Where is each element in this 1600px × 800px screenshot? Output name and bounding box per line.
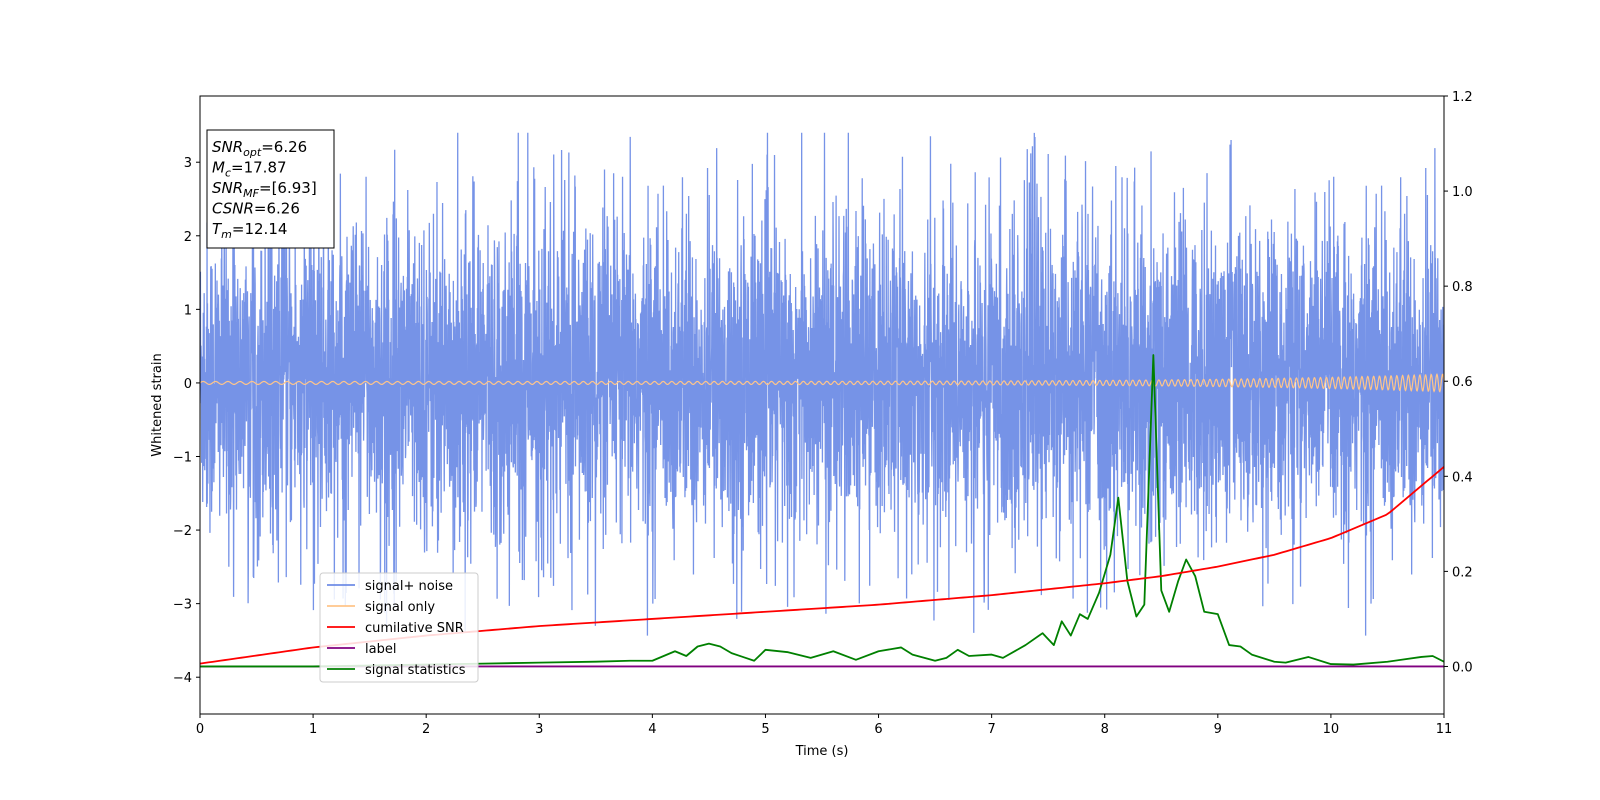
info-subscript: m bbox=[221, 228, 232, 241]
series-signal-plus-noise-line bbox=[200, 132, 1444, 636]
x-tick-label: 9 bbox=[1214, 722, 1222, 737]
legend-label: label bbox=[365, 642, 396, 657]
info-symbol: CSNR bbox=[212, 200, 254, 218]
x-tick-label: 4 bbox=[648, 722, 656, 737]
y-right-tick-label: 1.0 bbox=[1452, 185, 1473, 200]
info-value: =12.14 bbox=[232, 220, 288, 238]
info-symbol: M bbox=[212, 159, 225, 177]
y-axis-label: Whitened strain bbox=[150, 353, 165, 456]
y-left-tick-label: 0 bbox=[184, 377, 192, 392]
info-box-frame bbox=[206, 129, 335, 249]
y-left-tick-label: −2 bbox=[173, 524, 192, 539]
y-axis-right-ticks: 1.2 1.0 0.8 0.6 0.4 0.2 0.0 bbox=[1444, 90, 1473, 675]
y-left-tick-label: −3 bbox=[173, 598, 192, 613]
y-left-tick-label: −1 bbox=[173, 451, 192, 466]
info-box-line: Mc=17.87 bbox=[212, 159, 287, 180]
x-tick-label: 1 bbox=[309, 722, 317, 737]
legend-label: signal statistics bbox=[365, 663, 466, 678]
plot-frame bbox=[199, 95, 1445, 715]
series-signal-statistics-line bbox=[200, 354, 1444, 668]
legend-label: signal+ noise bbox=[365, 579, 453, 594]
info-box-line: SNRopt=6.26 bbox=[212, 138, 307, 159]
legend: signal+ noise signal only cumilative SNR la… bbox=[319, 572, 479, 683]
y-right-tick-label: 0.0 bbox=[1452, 660, 1473, 675]
info-box-line: CSNR=6.26 bbox=[212, 200, 300, 218]
legend-frame bbox=[319, 572, 479, 683]
x-axis-ticks: 0 1 2 3 4 5 6 7 8 9 10 11 bbox=[196, 714, 1452, 737]
x-axis-label: Time (s) bbox=[795, 744, 849, 759]
info-subscript: opt bbox=[243, 146, 262, 159]
x-tick-label: 8 bbox=[1101, 722, 1109, 737]
y-left-tick-label: 1 bbox=[184, 303, 192, 318]
y-right-tick-label: 0.4 bbox=[1452, 470, 1473, 485]
y-left-tick-label: 2 bbox=[184, 230, 192, 245]
y-right-tick-label: 0.8 bbox=[1452, 280, 1473, 295]
y-right-tick-label: 0.6 bbox=[1452, 375, 1473, 390]
legend-label: signal only bbox=[365, 600, 435, 615]
info-value: =6.26 bbox=[254, 200, 300, 218]
info-box-line: SNRMF=[6.93] bbox=[212, 179, 317, 200]
info-symbol: SNR bbox=[212, 179, 243, 197]
y-axis-left-ticks: 3 2 1 0 −1 −2 −3 −4 bbox=[173, 156, 200, 686]
y-right-tick-label: 0.2 bbox=[1452, 565, 1473, 580]
info-symbol: T bbox=[212, 220, 223, 238]
info-box: SNRopt=6.26Mc=17.87SNRMF=[6.93]CSNR=6.26… bbox=[206, 129, 335, 249]
y-left-tick-label: 3 bbox=[184, 156, 192, 171]
x-tick-label: 7 bbox=[987, 722, 995, 737]
info-box-line: Tm=12.14 bbox=[212, 220, 287, 241]
legend-label: cumilative SNR bbox=[365, 621, 464, 636]
y-left-tick-label: −4 bbox=[173, 671, 192, 686]
info-value: =6.26 bbox=[261, 138, 307, 156]
info-subscript: c bbox=[225, 167, 231, 180]
x-tick-label: 5 bbox=[761, 722, 769, 737]
x-tick-label: 3 bbox=[535, 722, 543, 737]
x-tick-label: 2 bbox=[422, 722, 430, 737]
x-tick-label: 10 bbox=[1323, 722, 1340, 737]
x-tick-label: 6 bbox=[874, 722, 882, 737]
x-tick-label: 11 bbox=[1436, 722, 1453, 737]
x-tick-label: 0 bbox=[196, 722, 204, 737]
info-value: =[6.93] bbox=[259, 179, 317, 197]
info-value: =17.87 bbox=[231, 159, 287, 177]
y-right-tick-label: 1.2 bbox=[1452, 90, 1473, 105]
info-symbol: SNR bbox=[212, 138, 243, 156]
info-subscript: MF bbox=[243, 187, 259, 200]
series-signal-only-line bbox=[200, 372, 1444, 393]
